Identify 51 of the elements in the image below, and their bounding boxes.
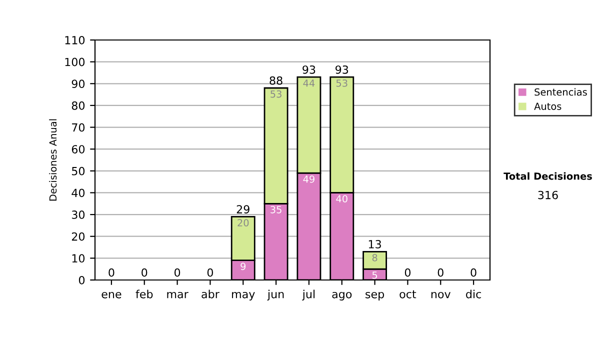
x-tick-label: feb <box>136 290 153 298</box>
total-label: 0 <box>142 268 148 277</box>
legend-label: Sentencias <box>534 88 587 96</box>
y-tick-label: 100 <box>65 58 85 66</box>
x-tick-label: nov <box>431 292 450 298</box>
total-label: 13 <box>368 240 381 248</box>
x-tick-label: oct <box>400 290 416 298</box>
x-tick-label: ago <box>332 292 352 300</box>
data-label: 53 <box>336 79 348 87</box>
total-label: 93 <box>336 65 348 74</box>
y-tick-label: 10 <box>72 254 85 263</box>
data-label: 53 <box>270 90 282 98</box>
x-tick-label: mar <box>167 292 188 298</box>
data-label: 20 <box>238 219 249 226</box>
data-label: 49 <box>303 175 314 183</box>
x-tick-label: dic <box>466 290 481 298</box>
x-tick-label: jun <box>267 290 284 300</box>
y-tick-label: 60 <box>72 145 85 154</box>
total-label: 0 <box>174 268 180 277</box>
y-tick-label: 110 <box>65 36 85 44</box>
y-tick-label: 80 <box>72 101 85 110</box>
data-label: 44 <box>303 80 315 87</box>
data-label: 5 <box>372 272 378 279</box>
x-tick-label: jul <box>302 290 315 300</box>
data-label: 8 <box>372 254 378 262</box>
y-tick-label: 30 <box>72 210 85 219</box>
y-tick-label: 20 <box>72 232 85 241</box>
total-label: 0 <box>108 268 114 277</box>
total-label: 93 <box>302 65 316 74</box>
total-label: 0 <box>207 268 214 277</box>
legend-label: Autos <box>534 102 562 110</box>
total-label: 0 <box>438 268 444 277</box>
total-label: 88 <box>270 76 282 85</box>
x-tick-label: ene <box>102 292 122 298</box>
total-label: 29 <box>236 205 250 214</box>
data-label: 9 <box>240 262 246 270</box>
x-tick-label: sep <box>366 292 384 300</box>
y-tick-label: 90 <box>72 80 85 88</box>
y-axis-title: Decisiones Anual <box>49 119 57 201</box>
text: 316 <box>538 190 558 200</box>
x-tick-label: abr <box>202 290 220 298</box>
data-label: 35 <box>270 206 282 214</box>
text: Total Decisiones <box>504 172 592 180</box>
y-tick-label: 0 <box>78 276 85 284</box>
y-tick-label: 70 <box>72 123 85 132</box>
total-label: 0 <box>404 268 411 277</box>
y-tick-label: 50 <box>72 166 85 176</box>
total-label: 0 <box>470 268 476 277</box>
x-tick-label: may <box>232 292 255 300</box>
y-tick-label: 40 <box>72 188 85 198</box>
data-label: 40 <box>336 195 348 202</box>
